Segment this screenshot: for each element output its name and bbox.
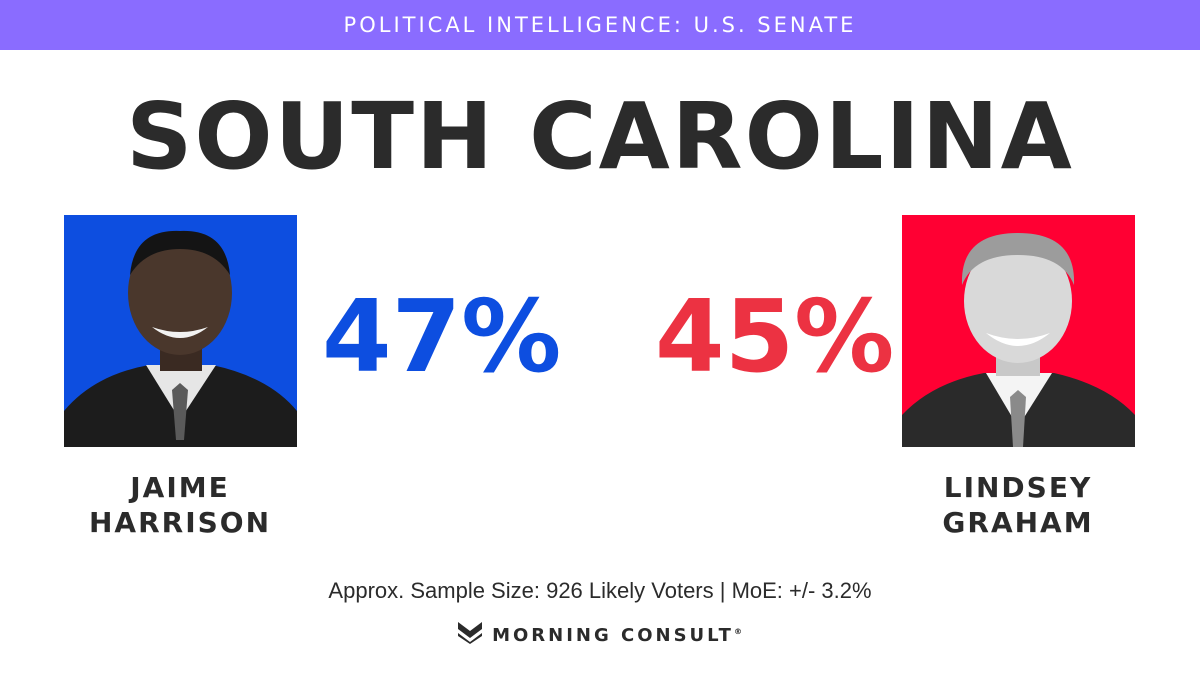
candidate-photo-harrison xyxy=(64,215,297,447)
graham-percentage: 45% xyxy=(655,278,895,395)
graham-first-name: LINDSEY xyxy=(943,471,1093,504)
banner-text: POLITICAL INTELLIGENCE: U.S. SENATE xyxy=(343,13,857,37)
morning-consult-logo-icon xyxy=(458,622,483,649)
harrison-last-name: HARRISON xyxy=(88,506,272,539)
registered-mark: ® xyxy=(733,627,742,636)
state-title: SOUTH CAROLINA xyxy=(126,83,1074,190)
harrison-first-name: JAIME xyxy=(130,471,230,504)
harrison-percentage: 47% xyxy=(322,278,562,395)
header-banner: POLITICAL INTELLIGENCE: U.S. SENATE xyxy=(0,0,1200,50)
brand-footer: MORNING CONSULT® xyxy=(0,622,1200,649)
candidate-photo-graham xyxy=(902,215,1135,447)
candidate-name-graham: LINDSEY GRAHAM xyxy=(888,470,1148,540)
graham-last-name: GRAHAM xyxy=(942,506,1094,539)
brand-label: MORNING CONSULT xyxy=(492,625,734,646)
candidate-name-harrison: JAIME HARRISON xyxy=(50,470,310,540)
sample-size-note: Approx. Sample Size: 926 Likely Voters |… xyxy=(328,578,872,603)
brand-name: MORNING CONSULT® xyxy=(492,625,742,646)
